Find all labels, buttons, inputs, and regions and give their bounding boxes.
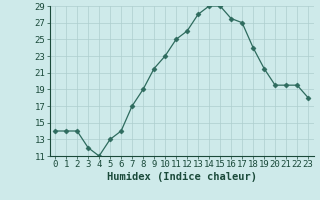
X-axis label: Humidex (Indice chaleur): Humidex (Indice chaleur) xyxy=(107,172,257,182)
